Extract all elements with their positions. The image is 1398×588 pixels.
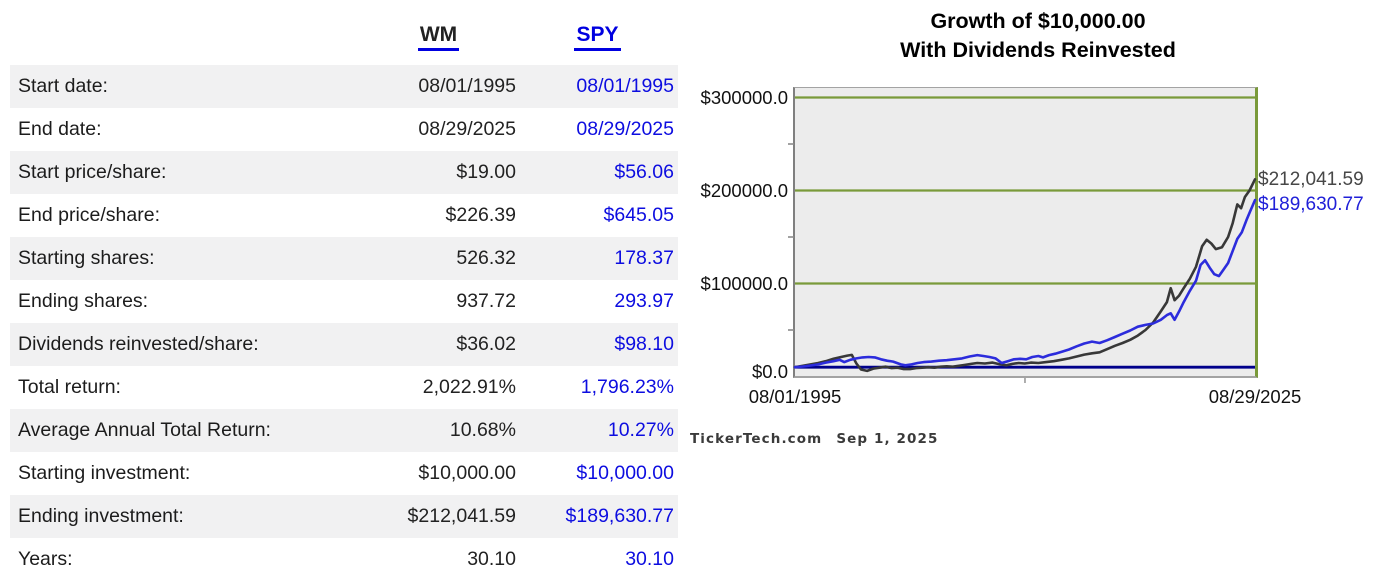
row-label: End price/share: <box>18 204 160 226</box>
wm-value: $10,000.00 <box>418 462 516 484</box>
wm-value: 2,022.91% <box>422 376 516 398</box>
y-axis-tick-label: $200000.0 <box>700 179 788 201</box>
chart-title-line2: With Dividends Reinvested <box>900 38 1176 62</box>
plot-area <box>793 87 1258 378</box>
watermark: TickerTech.com Sep 1, 2025 <box>690 431 938 447</box>
row-label: Total return: <box>18 376 121 398</box>
row-label: Ending shares: <box>18 290 149 312</box>
spy-value: 293.97 <box>614 290 674 312</box>
header-spacer <box>10 51 360 54</box>
wm-end-value-label: $212,041.59 <box>1258 168 1364 190</box>
row-label: Start price/share: <box>18 161 167 183</box>
spy-value: 30.10 <box>625 548 674 570</box>
growth-chart <box>788 96 1257 383</box>
x-axis-tick-label: 08/29/2025 <box>1208 386 1302 407</box>
row-label: Years: <box>18 548 73 570</box>
row-label: Dividends reinvested/share: <box>18 333 259 355</box>
row-label: End date: <box>18 118 102 140</box>
x-axis-tick-label: 08/01/1995 <box>748 386 842 407</box>
row-label: Start date: <box>18 75 108 97</box>
table-row: Years: 30.10 30.10 <box>10 538 678 581</box>
table-row: End price/share: $226.39 $645.05 <box>10 194 678 237</box>
table-row: Starting shares: 526.32 178.37 <box>10 237 678 280</box>
wm-value: 30.10 <box>467 548 516 570</box>
wm-value: 08/01/1995 <box>418 75 516 97</box>
spy-value: 08/01/1995 <box>576 75 674 97</box>
wm-value: $212,041.59 <box>407 505 516 527</box>
header-cell-wm: WM <box>360 23 517 54</box>
chart-title: Growth of $10,000.00 With Dividends Rein… <box>680 7 1396 65</box>
table-row: Ending shares: 937.72 293.97 <box>10 280 678 323</box>
spy-value: 178.37 <box>614 247 674 269</box>
row-label: Starting investment: <box>18 462 191 484</box>
spy-value: $98.10 <box>614 333 674 355</box>
spy-value: $645.05 <box>603 204 675 226</box>
row-label: Average Annual Total Return: <box>18 419 271 441</box>
wm-value: $19.00 <box>456 161 516 183</box>
row-label: Starting shares: <box>18 247 155 269</box>
wm-value: 08/29/2025 <box>418 118 516 140</box>
wm-value: $226.39 <box>445 204 517 226</box>
spy-ticker-link[interactable]: SPY <box>574 23 621 51</box>
table-header-row: WM SPY <box>10 0 678 54</box>
spy-value: $10,000.00 <box>576 462 674 484</box>
wm-series-line <box>793 178 1257 373</box>
spy-end-value-label: $189,630.77 <box>1258 194 1364 216</box>
chart-title-line1: Growth of $10,000.00 <box>930 9 1146 33</box>
spy-value: 1,796.23% <box>580 376 674 398</box>
spy-value: $189,630.77 <box>565 505 674 527</box>
table-row: Average Annual Total Return: 10.68% 10.27% <box>10 409 678 452</box>
wm-value: 10.68% <box>449 419 516 441</box>
y-axis-tick-label: $0.0 <box>751 361 788 382</box>
table-row: Dividends reinvested/share: $36.02 $98.10 <box>10 323 678 366</box>
table-row: Ending investment: $212,041.59 $189,630.77 <box>10 495 678 538</box>
y-axis-tick-label: $100000.0 <box>700 272 788 294</box>
spy-value: 08/29/2025 <box>576 118 674 140</box>
table-row: Total return: 2,022.91% 1,796.23% <box>10 366 678 409</box>
table-rows: Start date: 08/01/1995 08/01/1995 End date:… <box>10 65 678 581</box>
y-axis-tick-label: $300000.0 <box>700 86 788 108</box>
watermark-date: Sep 1, 2025 <box>836 431 939 447</box>
spy-value: 10.27% <box>607 419 674 441</box>
table-row: Start price/share: $19.00 $56.06 <box>10 151 678 194</box>
spy-series-line <box>793 198 1257 369</box>
comparison-table: WM SPY Start date: 08/01/1995 08/01/1995 En… <box>10 0 678 581</box>
spy-value: $56.06 <box>614 161 674 183</box>
table-row: Start date: 08/01/1995 08/01/1995 <box>10 65 678 108</box>
wm-value: $36.02 <box>456 333 516 355</box>
table-row: End date: 08/29/2025 08/29/2025 <box>10 108 678 151</box>
wm-value: 937.72 <box>456 290 516 312</box>
row-label: Ending investment: <box>18 505 184 527</box>
wm-value: 526.32 <box>456 247 516 269</box>
table-row: Starting investment: $10,000.00 $10,000.00 <box>10 452 678 495</box>
watermark-source: TickerTech.com <box>690 431 823 447</box>
header-cell-spy: SPY <box>517 23 678 54</box>
wm-ticker-link[interactable]: WM <box>417 23 460 51</box>
